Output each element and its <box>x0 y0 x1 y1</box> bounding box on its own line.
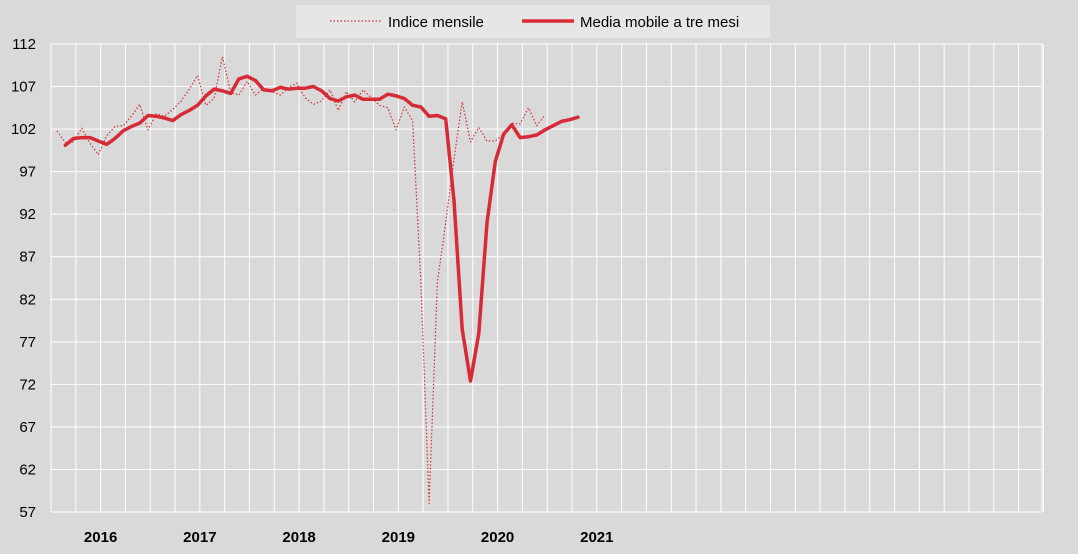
y-tick-label-82: 82 <box>19 291 36 308</box>
legend-label-indice-mensile: Indice mensile <box>388 14 484 31</box>
x-year-label-2016: 2016 <box>84 529 117 546</box>
horizontal-gridlines <box>51 43 1042 513</box>
y-tick-label-72: 72 <box>19 376 36 393</box>
y-axis-tick-labels: 57 62 67 72 77 82 87 92 97 102 107 112 <box>11 36 36 521</box>
y-tick-label-102: 102 <box>11 121 36 138</box>
x-year-label-2019: 2019 <box>382 529 415 546</box>
plot-area <box>51 44 1042 512</box>
legend-label-media-mobile: Media mobile a tre mesi <box>580 14 739 31</box>
y-tick-label-77: 77 <box>19 334 36 351</box>
y-tick-label-107: 107 <box>11 79 36 96</box>
x-axis-year-labels: 2016 2017 2018 2019 2020 2021 <box>84 529 614 546</box>
y-tick-label-97: 97 <box>19 164 36 181</box>
y-tick-label-67: 67 <box>19 419 36 436</box>
y-tick-label-87: 87 <box>19 249 36 266</box>
y-tick-label-62: 62 <box>19 461 36 478</box>
x-year-label-2021: 2021 <box>580 529 613 546</box>
x-year-label-2018: 2018 <box>282 529 315 546</box>
x-year-label-2017: 2017 <box>183 529 216 546</box>
series-layer <box>56 56 580 505</box>
y-tick-label-57: 57 <box>19 504 36 521</box>
y-tick-label-92: 92 <box>19 206 36 223</box>
y-tick-label-112: 112 <box>12 36 36 53</box>
series-line-media-mobile <box>63 74 580 383</box>
x-year-label-2020: 2020 <box>481 529 514 546</box>
legend: Indice mensile Media mobile a tre mesi <box>296 5 770 38</box>
vertical-gridlines <box>50 44 1044 512</box>
